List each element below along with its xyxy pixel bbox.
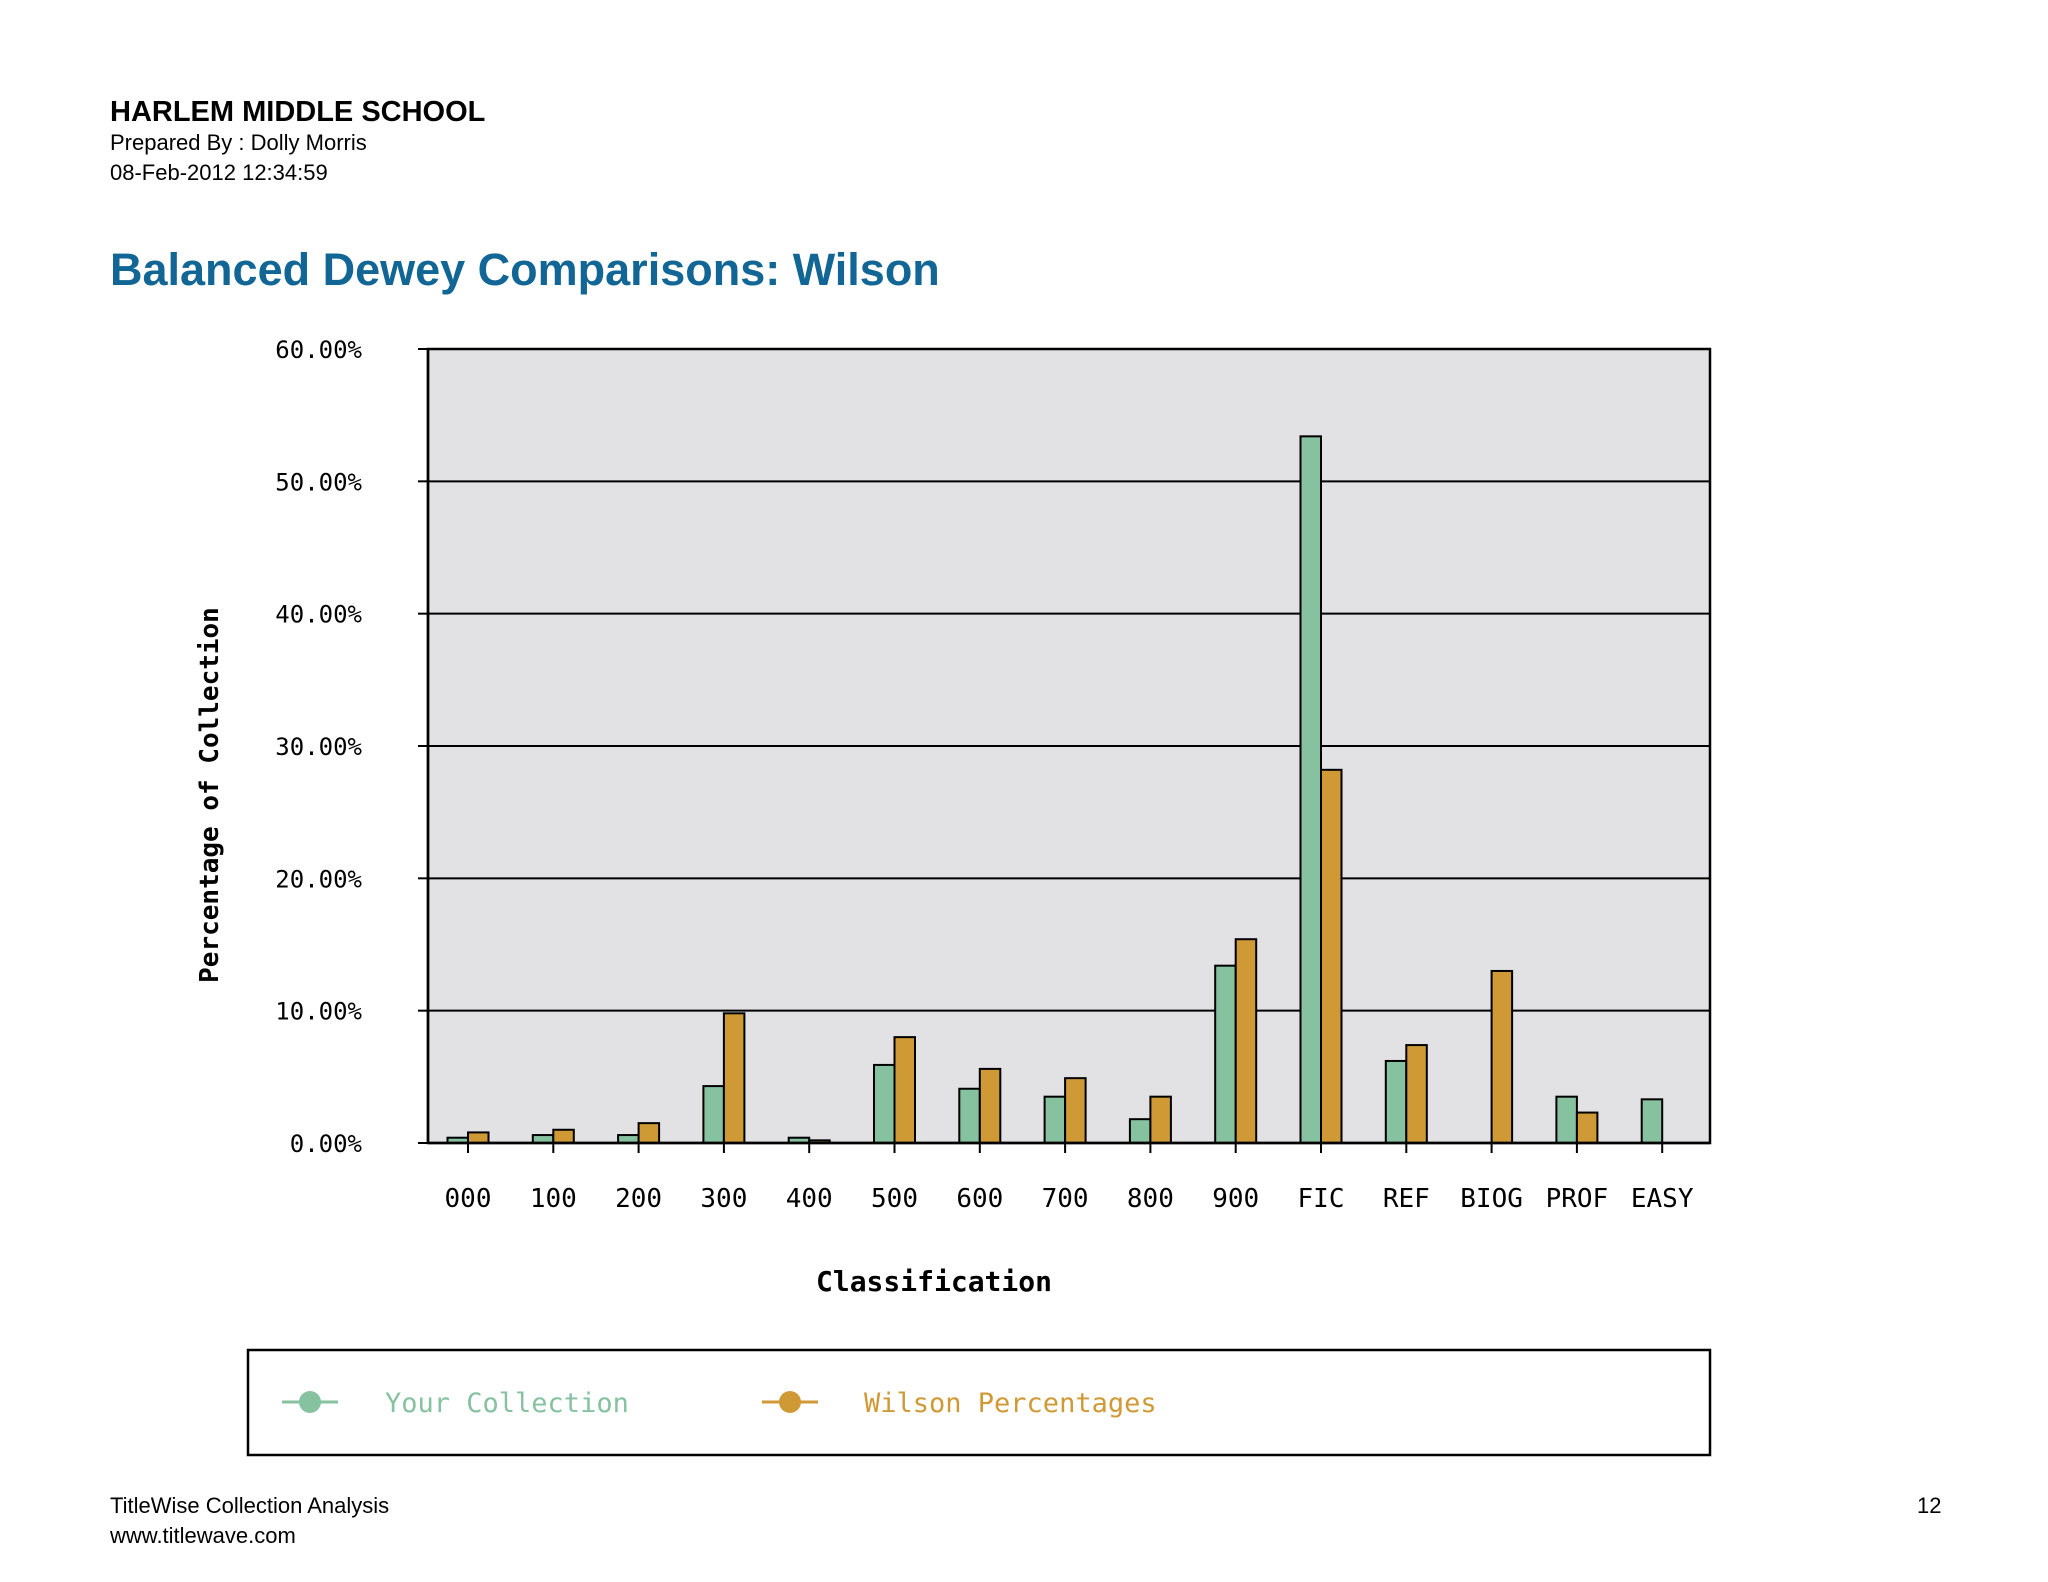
x-tick-labels: 000 100 200 300 400 500 600 700 800 900 FIC REF BIOG… <box>445 1184 1694 1214</box>
x-tick-label: 600 <box>956 1184 1003 1214</box>
bar-wilson-ref <box>1405 1044 1428 1145</box>
bar-wilson-200 <box>637 1122 661 1145</box>
legend: Your Collection Wilson Percentages <box>246 1348 1712 1457</box>
x-tick-label: 400 <box>786 1184 833 1214</box>
x-tick-label: 700 <box>1042 1184 1089 1214</box>
legend-label: Wilson Percentages <box>864 1388 1157 1419</box>
bar-wilson-700 <box>1064 1077 1087 1144</box>
bar-wilson-900 <box>1234 938 1258 1144</box>
bar-wilson-800 <box>1149 1095 1172 1145</box>
report-title: Balanced Dewey Comparisons: Wilson <box>110 244 940 295</box>
bars <box>446 435 1664 1145</box>
x-axis-label: Classification <box>816 1265 1052 1298</box>
x-tick-label: 300 <box>700 1184 747 1214</box>
bar-wilson-100 <box>552 1128 575 1145</box>
y-tick-label: 10.00% <box>275 998 362 1026</box>
bar-your-collection-300 <box>702 1085 725 1145</box>
bar-your-collection-prof <box>1555 1095 1578 1145</box>
school-name: HARLEM MIDDLE SCHOOL <box>110 96 486 128</box>
legend-marker-icon <box>299 1391 321 1413</box>
x-tick-label: 900 <box>1212 1184 1259 1214</box>
y-tick-labels: 0.00% 10.00% 20.00% 30.00% 40.00% 50.00% 60.00… <box>275 336 362 1158</box>
bar-wilson-600 <box>978 1067 1002 1144</box>
y-axis-label: Percentage of Collection <box>195 607 225 983</box>
page-number: 12 <box>1917 1493 1942 1518</box>
bar-wilson-500 <box>893 1036 916 1144</box>
x-tick-label: 000 <box>445 1184 492 1214</box>
footer-app-name: TitleWise Collection Analysis <box>110 1493 390 1518</box>
x-tick-label: 100 <box>530 1184 577 1214</box>
bar-your-collection-ref <box>1384 1059 1408 1145</box>
y-tick-label: 30.00% <box>275 733 362 761</box>
bar-your-collection-700 <box>1043 1095 1067 1145</box>
bar-wilson-biog <box>1490 969 1514 1145</box>
bar-your-collection-fic <box>1299 435 1322 1144</box>
prepared-by: Prepared By : Dolly Morris <box>110 130 367 155</box>
report-timestamp: 08-Feb-2012 12:34:59 <box>110 160 328 185</box>
plot-border <box>426 347 1712 1145</box>
y-tick-label: 0.00% <box>290 1130 363 1158</box>
y-tick-label: 40.00% <box>275 601 362 629</box>
x-tick-label: 800 <box>1127 1184 1174 1214</box>
x-tick-label: FIC <box>1298 1184 1345 1214</box>
bar-your-collection-500 <box>873 1063 896 1145</box>
legend-entry-wilson: Wilson Percentages <box>762 1388 1157 1419</box>
y-tick-label: 20.00% <box>275 865 362 893</box>
bar-wilson-fic <box>1320 768 1343 1144</box>
dewey-bar-chart: 0.00% 10.00% 20.00% 30.00% 40.00% 50.00% 60.00… <box>195 336 1712 1457</box>
y-tick-label: 60.00% <box>275 336 362 364</box>
legend-marker-icon <box>779 1391 801 1413</box>
bar-your-collection-easy <box>1640 1098 1664 1144</box>
bar-wilson-300 <box>722 1012 746 1145</box>
footer-url: www.titlewave.com <box>110 1523 296 1548</box>
y-tick-label: 50.00% <box>275 468 362 496</box>
bar-your-collection-800 <box>1128 1118 1152 1145</box>
bar-your-collection-900 <box>1214 964 1237 1144</box>
gridlines <box>418 348 1710 1153</box>
legend-label: Your Collection <box>385 1388 629 1419</box>
bar-wilson-prof <box>1575 1111 1599 1145</box>
x-tick-label: BIOG <box>1460 1184 1523 1214</box>
x-tick-label: PROF <box>1546 1184 1609 1214</box>
x-tick-label: 200 <box>615 1184 662 1214</box>
x-tick-label: 500 <box>871 1184 918 1214</box>
legend-entry-your-collection: Your Collection <box>282 1388 629 1419</box>
legend-box <box>246 1348 1712 1457</box>
x-tick-label: REF <box>1383 1184 1430 1214</box>
bar-your-collection-600 <box>958 1087 981 1144</box>
bar-wilson-000 <box>467 1131 490 1144</box>
x-tick-label: EASY <box>1631 1184 1694 1214</box>
